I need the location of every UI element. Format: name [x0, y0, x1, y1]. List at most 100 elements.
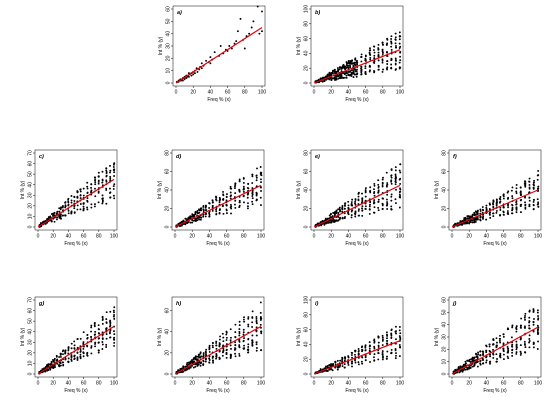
data-point [373, 341, 376, 344]
x-tick-label: 40 [484, 381, 490, 387]
data-point [360, 69, 363, 72]
y-tick-label: 40 [304, 187, 310, 193]
y-axis-label: Int % (y) [434, 327, 440, 346]
data-point [469, 364, 472, 367]
data-point [70, 211, 73, 213]
data-point [337, 366, 340, 369]
data-point [338, 68, 341, 71]
data-point [238, 206, 241, 209]
x-tick-label: 0 [451, 381, 454, 387]
data-point [238, 330, 241, 333]
data-point [519, 191, 522, 194]
data-point [381, 339, 384, 342]
data-point [528, 324, 531, 327]
data-point [520, 352, 522, 355]
data-point [461, 370, 464, 373]
data-point [251, 200, 254, 203]
data-point [238, 328, 241, 331]
data-point [476, 355, 479, 358]
data-point [394, 169, 397, 172]
data-point [234, 348, 236, 351]
data-point [193, 72, 196, 75]
data-point [502, 342, 505, 345]
data-point [350, 216, 353, 219]
x-tick-label: 80 [380, 381, 386, 387]
data-point [381, 184, 384, 187]
data-point [398, 346, 401, 349]
data-point [398, 329, 401, 332]
data-point [399, 190, 402, 193]
data-point [381, 353, 384, 356]
data-point [67, 360, 70, 363]
y-axis-label: Int % (y) [434, 180, 440, 199]
data-point [368, 341, 371, 344]
data-point [187, 216, 190, 219]
data-point [390, 176, 393, 179]
data-point [461, 223, 464, 226]
data-point [464, 360, 467, 363]
data-point [113, 169, 115, 172]
data-point [59, 355, 62, 358]
data-point [211, 209, 214, 212]
data-point [105, 202, 108, 205]
data-point [398, 355, 401, 358]
x-tick-label: 80 [518, 234, 524, 240]
data-point [507, 203, 509, 206]
data-point [208, 213, 211, 216]
data-point [377, 183, 380, 186]
data-point [259, 204, 262, 207]
data-point [238, 340, 241, 343]
data-point [377, 185, 380, 188]
data-point [354, 210, 357, 213]
data-point [225, 339, 228, 341]
data-point [338, 206, 341, 209]
data-point [259, 316, 262, 318]
data-point [520, 317, 523, 320]
data-point [536, 309, 539, 312]
data-point [82, 187, 85, 190]
data-point [183, 78, 186, 81]
data-point [341, 357, 344, 360]
data-point [471, 356, 474, 359]
data-point [94, 333, 96, 336]
data-point [58, 210, 61, 213]
data-point [342, 63, 345, 66]
data-point [192, 366, 195, 369]
data-point [502, 333, 505, 336]
data-point [502, 350, 505, 353]
data-point [255, 174, 258, 177]
data-point [190, 74, 193, 77]
data-point [347, 213, 350, 216]
data-point [196, 70, 199, 73]
data-point [105, 187, 108, 190]
data-point [459, 370, 462, 373]
data-point [234, 192, 237, 195]
data-point [495, 345, 498, 348]
data-point [355, 70, 358, 73]
data-point [511, 197, 514, 200]
data-point [468, 358, 471, 361]
x-axis-label: Freq % (x) [483, 388, 507, 394]
data-point [202, 208, 205, 211]
data-point [98, 332, 101, 335]
data-point [343, 359, 346, 362]
data-point [54, 366, 56, 369]
panel-label: c) [39, 154, 44, 160]
data-point [211, 344, 214, 347]
data-point [49, 363, 52, 366]
data-point [105, 188, 108, 191]
data-point [255, 176, 258, 179]
data-point [328, 74, 331, 77]
data-point [208, 215, 211, 218]
data-point [492, 338, 495, 340]
data-point [255, 317, 258, 320]
data-point [496, 200, 498, 203]
data-point [532, 208, 535, 210]
data-point [394, 32, 397, 35]
data-point [495, 360, 498, 363]
data-point [492, 205, 495, 208]
data-point [86, 199, 89, 202]
data-point [369, 53, 372, 56]
data-point [537, 333, 539, 336]
data-point [234, 331, 237, 334]
